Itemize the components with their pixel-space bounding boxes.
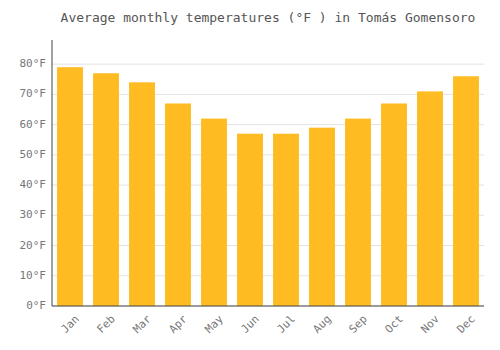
x-tick-label: Aug (311, 313, 334, 336)
x-tick-label: Jun (239, 313, 262, 336)
bar (417, 91, 443, 306)
y-tick-label: 50°F (20, 148, 47, 161)
bar (345, 119, 371, 306)
bar (273, 134, 299, 306)
x-tick-label: Jan (59, 313, 82, 336)
x-tick-label: Feb (95, 313, 118, 336)
y-tick-label: 30°F (20, 208, 47, 221)
x-tick-label: Nov (419, 312, 443, 336)
x-tick-label: Apr (167, 312, 191, 336)
x-tick-label: Oct (383, 313, 406, 336)
chart-container: 0°F 10°F 20°F 30°F 40°F 50°F 60°F 70°F 80°F Jan Fe… (0, 0, 500, 350)
y-tick-label: 0°F (26, 299, 46, 312)
bar (237, 134, 263, 306)
grid-line (52, 64, 484, 65)
bar (93, 73, 119, 306)
grid-line (52, 306, 484, 307)
y-axis: 0°F 10°F 20°F 30°F 40°F 50°F 60°F 70°F 80°F (20, 57, 47, 312)
bar (129, 82, 155, 306)
chart-svg: 0°F 10°F 20°F 30°F 40°F 50°F 60°F 70°F 80°F Jan Fe… (0, 0, 500, 350)
x-axis-line (52, 306, 484, 307)
x-tick-label: Sep (347, 313, 370, 336)
bar (381, 103, 407, 306)
x-axis: Jan Feb Mar Apr May Jun Jul Aug Sep Oct Nov Dec (59, 312, 478, 336)
bars (57, 67, 479, 306)
bar (57, 67, 83, 306)
bar (453, 76, 479, 306)
y-tick-label: 60°F (20, 118, 47, 131)
y-tick-label: 70°F (20, 87, 47, 100)
x-tick-label: May (203, 312, 227, 336)
title: Average monthly temperatures (°F ) in To… (61, 10, 476, 25)
bar (165, 103, 191, 306)
grid (52, 64, 484, 306)
y-tick-label: 10°F (20, 269, 47, 282)
bar (201, 119, 227, 306)
x-tick-label: Jul (275, 313, 298, 336)
bar (309, 128, 335, 306)
y-tick-label: 20°F (20, 239, 47, 252)
x-tick-label: Mar (131, 312, 155, 336)
y-tick-label: 40°F (20, 178, 47, 191)
x-tick-label: Dec (455, 313, 478, 336)
y-axis-line (52, 40, 53, 306)
y-tick-label: 80°F (20, 57, 47, 70)
